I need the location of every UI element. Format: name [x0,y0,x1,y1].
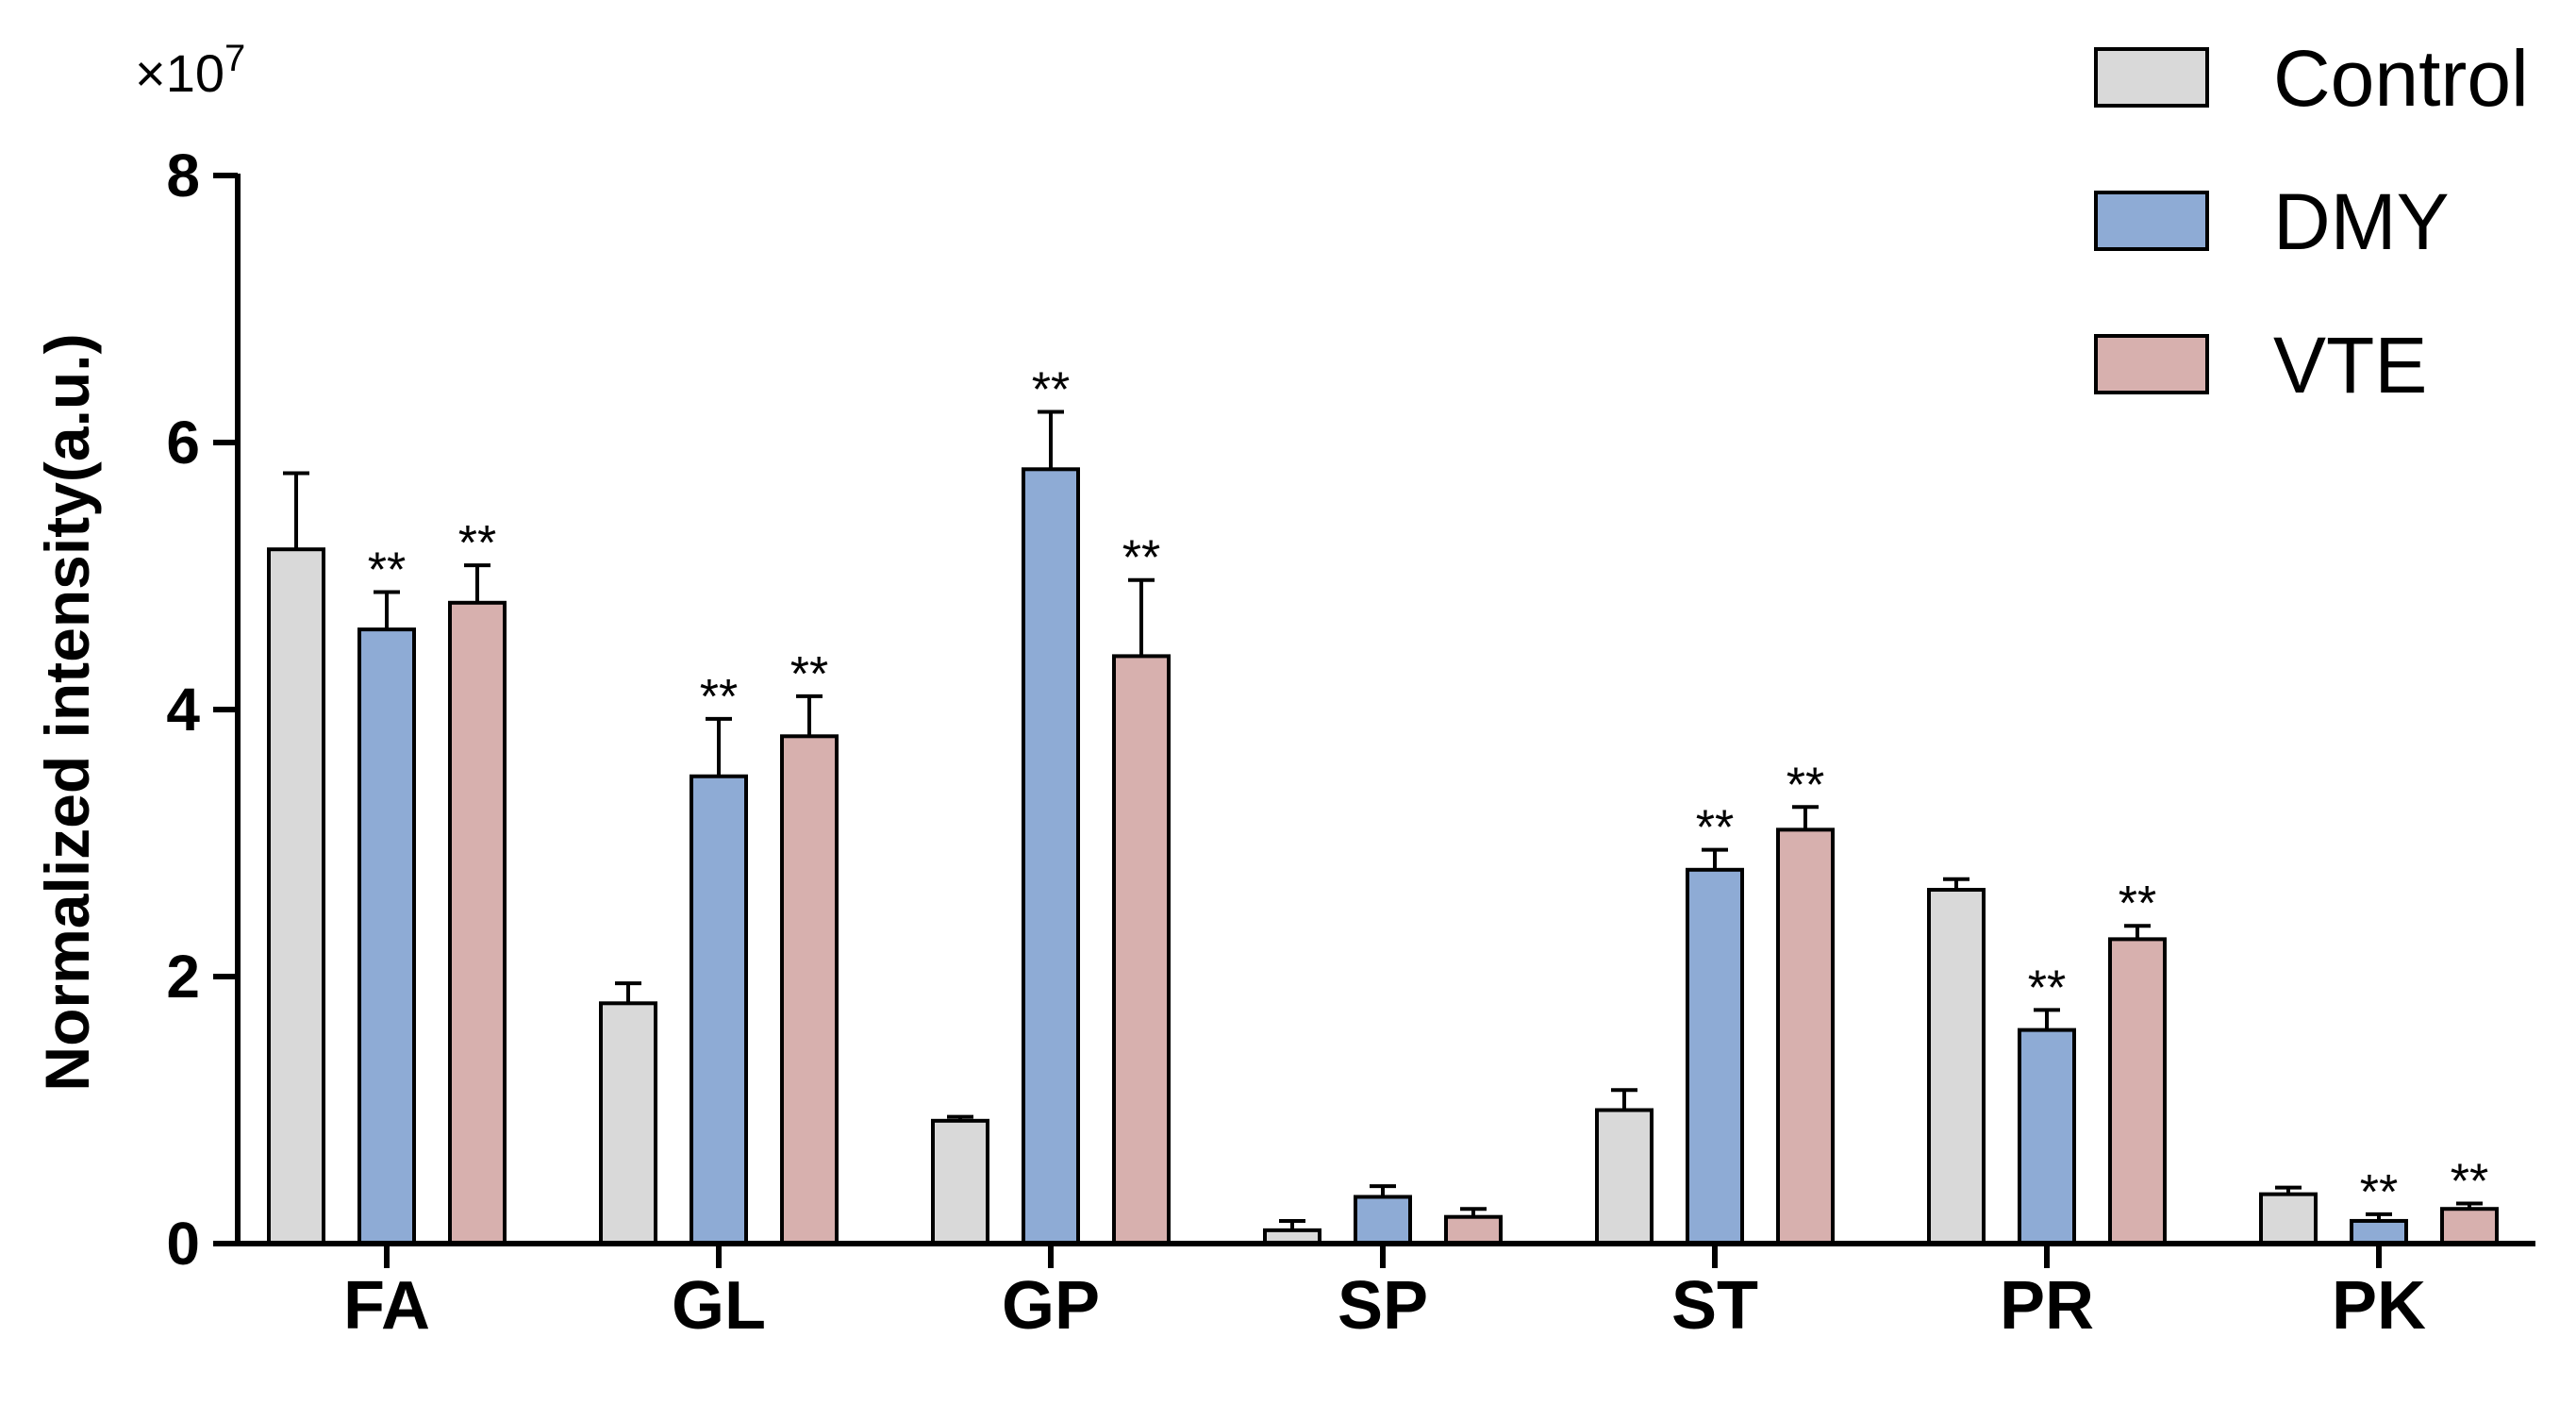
significance-label: ** [700,670,738,725]
significance-label: ** [2119,877,2156,931]
significance-label: ** [1032,362,1070,417]
bar-control-gl [599,1001,657,1246]
y-tick-label: 8 [166,142,200,209]
y-tick-label: 6 [166,409,200,476]
significance-label: ** [2360,1165,2398,1220]
bar-dmy-gp [1022,467,1080,1245]
legend-label-vte: VTE [2273,321,2427,410]
bar-dmy-pk [2350,1218,2408,1245]
category-label-pr: PR [2000,1268,2094,1344]
legend-swatch-dmy [2094,191,2209,251]
bar-dmy-fa [357,627,416,1245]
category-label-pk: PK [2332,1268,2426,1344]
y-axis-label: Normalized intensity(a.u.) [32,333,102,1091]
bar-control-fa [267,547,325,1245]
significance-label: ** [790,647,828,702]
bar-vte-gp [1112,654,1171,1245]
bar-vte-gl [780,734,839,1245]
y-tick-label: 4 [166,676,200,744]
y-tick-label: 0 [166,1210,200,1278]
bar-control-pr [1927,888,1986,1246]
bar-dmy-st [1686,867,1744,1245]
significance-label: ** [368,543,406,597]
significance-label: ** [1122,531,1160,586]
y-axis-multiplier: ×107 [135,38,245,103]
bar-control-gp [931,1118,989,1245]
bar-vte-pk [2440,1207,2499,1245]
category-label-gl: GL [672,1268,766,1344]
category-label-sp: SP [1338,1268,1428,1344]
significance-label: ** [458,516,496,571]
category-label-gp: GP [1002,1268,1100,1344]
bar-control-st [1595,1108,1654,1245]
bar-vte-pr [2108,937,2167,1245]
legend-label-dmy: DMY [2273,177,2450,266]
significance-label: ** [1787,758,1824,812]
legend-swatch-control [2094,47,2209,108]
significance-label: ** [2451,1155,2488,1210]
bar-vte-st [1776,827,1835,1245]
y-tick-label: 2 [166,943,200,1011]
category-label-fa: FA [343,1268,430,1344]
legend-label-control: Control [2273,34,2529,123]
bar-dmy-sp [1354,1195,1412,1245]
bar-vte-fa [448,600,507,1245]
legend-swatch-vte [2094,334,2209,394]
bar-dmy-gl [690,774,748,1245]
significance-label: ** [1696,801,1734,856]
significance-label: ** [2028,961,2066,1015]
bar-dmy-pr [2018,1028,2076,1245]
category-label-st: ST [1671,1268,1758,1344]
bar-vte-sp [1444,1214,1503,1245]
bar-control-pk [2259,1192,2318,1246]
